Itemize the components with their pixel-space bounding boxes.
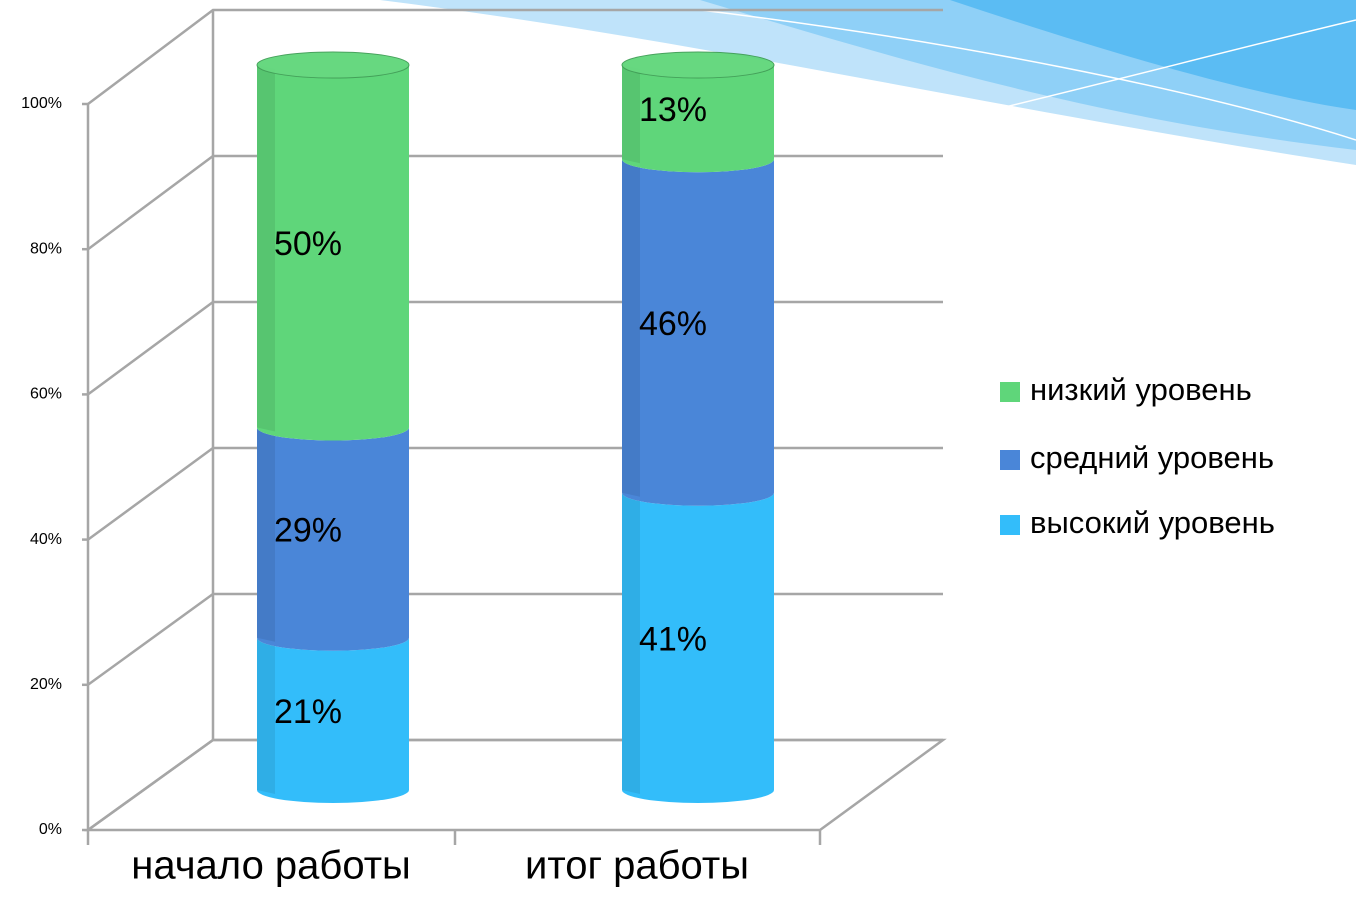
x-tick-label: итог работы	[525, 844, 749, 888]
segment-shade	[622, 65, 640, 164]
y-tick-label: 20%	[30, 676, 62, 693]
cylinder-top	[256, 51, 410, 79]
bar-segment	[622, 159, 774, 506]
data-label: 29%	[274, 512, 342, 550]
cylinder-top	[621, 51, 775, 79]
bar-segment	[257, 65, 409, 441]
grid-line	[87, 300, 943, 396]
segment-shade	[257, 637, 275, 794]
legend-label: низкий уровень	[1030, 372, 1252, 407]
grid-line	[87, 446, 943, 541]
y-tick-label: 0%	[39, 821, 62, 838]
y-tick-label: 80%	[30, 240, 62, 257]
legend-label: высокий уровень	[1030, 505, 1275, 540]
data-label: 41%	[639, 620, 707, 658]
legend-swatch	[1000, 450, 1020, 470]
data-label: 46%	[639, 305, 707, 343]
segment-shade	[257, 65, 275, 432]
legend-swatch	[1000, 515, 1020, 535]
y-tick-label: 60%	[30, 386, 62, 403]
legend-swatch	[1000, 382, 1020, 402]
data-label: 50%	[274, 225, 342, 263]
data-label: 13%	[639, 91, 707, 129]
bar-segment	[622, 65, 774, 173]
grid-line	[87, 154, 943, 251]
y-tick-label: 100%	[21, 95, 62, 112]
grid-line	[87, 592, 943, 686]
floor	[84, 738, 947, 832]
segment-shade	[257, 427, 275, 642]
data-label: 21%	[274, 693, 342, 731]
bar-segment	[257, 637, 409, 803]
y-tick-label: 40%	[30, 531, 62, 548]
bar-segment	[257, 427, 409, 651]
bar-segment	[622, 492, 774, 803]
segment-shade	[622, 492, 640, 794]
x-tick-label: начало работы	[131, 844, 411, 888]
grid-line	[87, 8, 943, 105]
decoration	[380, 0, 1356, 165]
legend-label: средний уровень	[1030, 440, 1274, 475]
segment-shade	[622, 159, 640, 497]
